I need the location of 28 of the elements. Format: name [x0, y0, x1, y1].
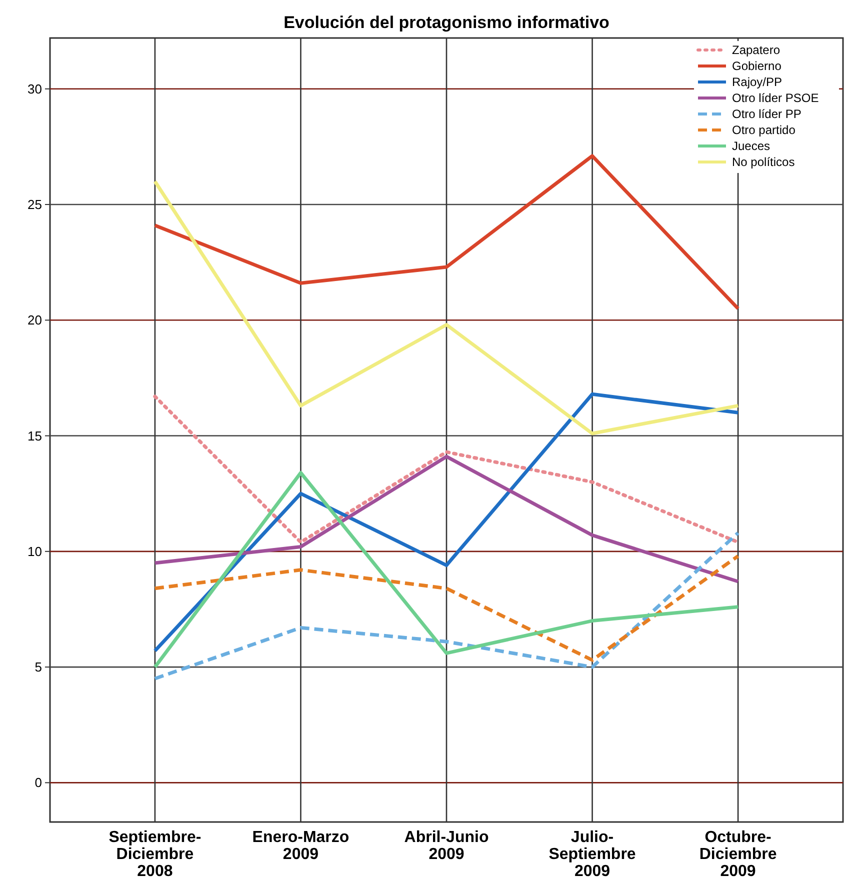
- x-tick-label: Enero-Marzo 2009: [252, 829, 350, 863]
- x-tick-label: Septiembre-Diciembre 2008: [108, 829, 202, 880]
- legend-label: Zapatero: [732, 43, 780, 58]
- line-series: [153, 392, 740, 653]
- legend-label: Otro líder PP: [732, 107, 802, 122]
- y-tick-label: 30: [28, 81, 42, 96]
- y-tick-label: 15: [28, 428, 42, 444]
- legend-label: Rajoy/PP: [732, 75, 782, 90]
- legend-label: No políticos: [732, 155, 795, 170]
- line-series: [153, 180, 740, 436]
- x-tick-label: Julio-Septiembre 2009: [548, 829, 636, 880]
- legend-label: Otro partido: [732, 123, 796, 138]
- legend-label: Jueces: [732, 139, 770, 154]
- line-series: [153, 454, 740, 584]
- line-series: [153, 554, 740, 662]
- chart-title: Evolución del protagonismo informativo: [284, 13, 610, 32]
- line-series: [153, 394, 740, 544]
- y-tick-label: 0: [34, 775, 42, 790]
- line-series: [153, 531, 740, 680]
- y-tick-label: 20: [28, 312, 42, 328]
- legend-label: Otro líder PSOE: [732, 91, 819, 106]
- legend-label: Gobierno: [732, 59, 782, 74]
- line-series: [153, 471, 740, 669]
- y-tick-label: 25: [28, 197, 42, 212]
- x-tick-label: Abril-Junio 2009: [404, 829, 489, 863]
- x-tick-label: Octubre-Diciembre 2009: [699, 829, 777, 880]
- y-tick-label: 5: [34, 660, 42, 675]
- y-tick-label: 10: [28, 544, 42, 559]
